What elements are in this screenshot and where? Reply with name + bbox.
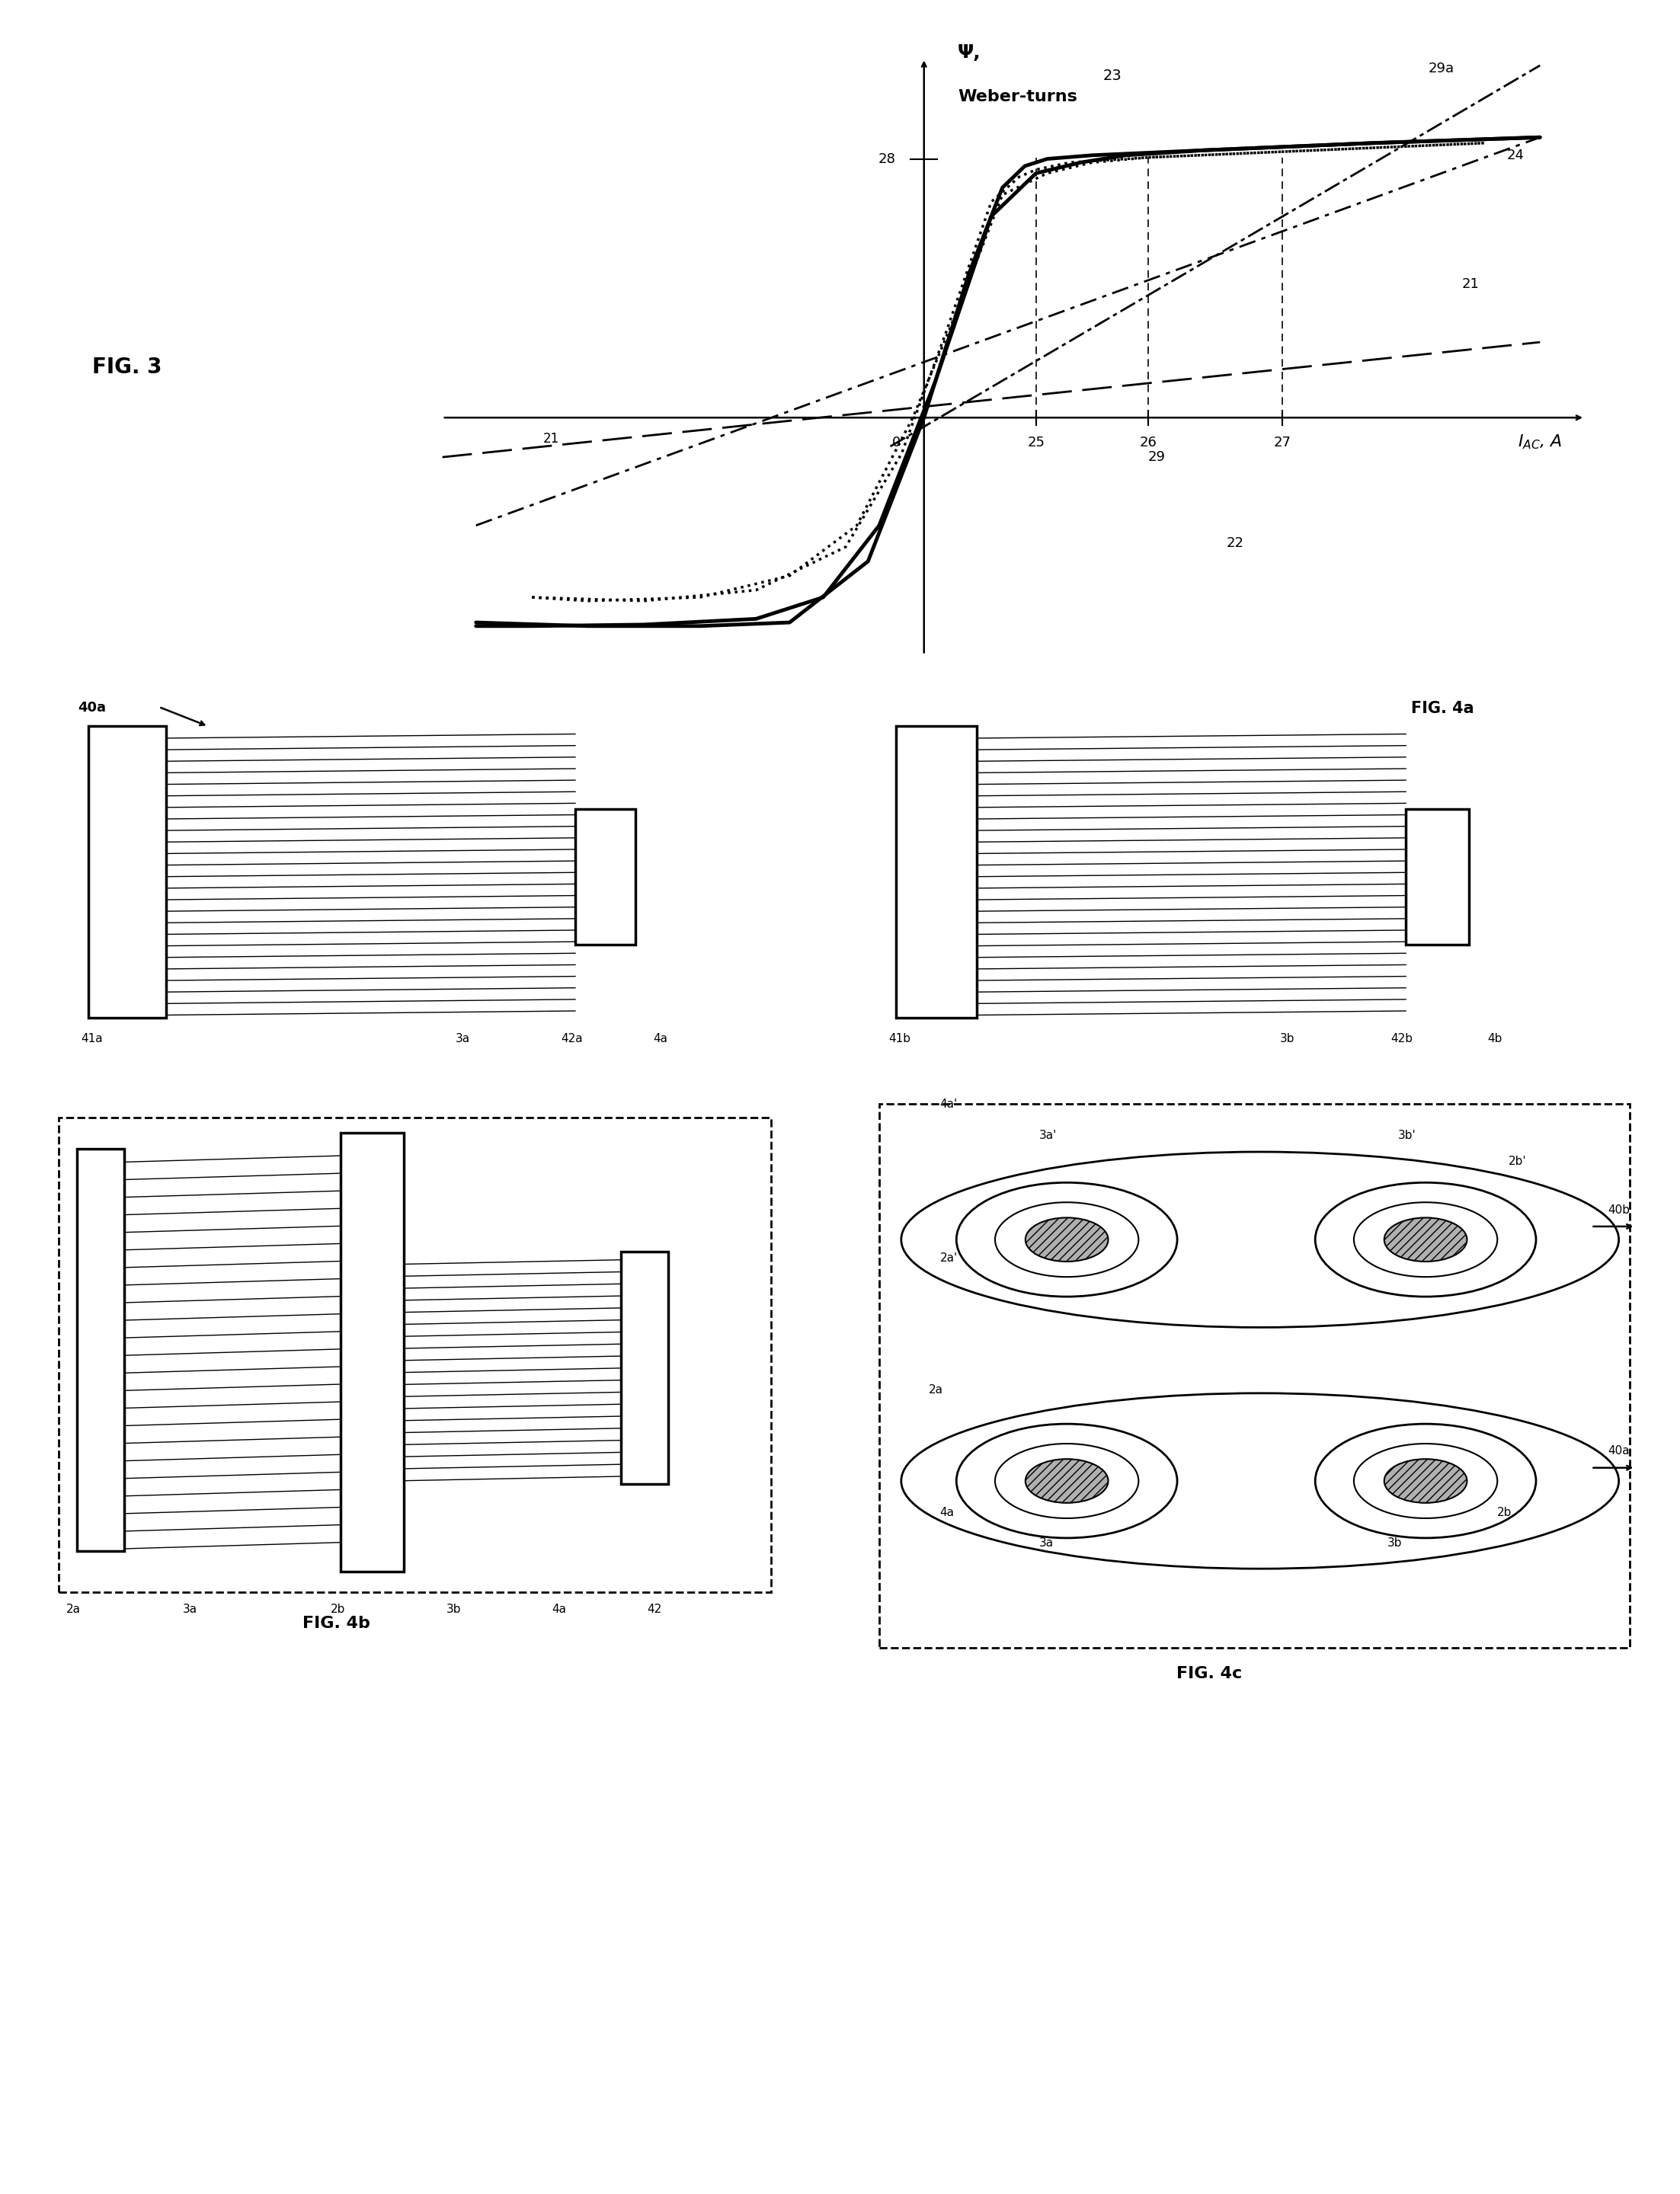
Text: 2b': 2b' [1509, 1156, 1527, 1167]
Text: 41a: 41a [81, 1033, 102, 1044]
Text: 42: 42 [647, 1604, 662, 1615]
Text: 2a: 2a [929, 1384, 942, 1395]
Ellipse shape [995, 1202, 1139, 1277]
Ellipse shape [1025, 1218, 1109, 1262]
Text: 3b: 3b [447, 1604, 462, 1615]
Text: 21: 21 [543, 432, 559, 445]
Text: FIG. 4c: FIG. 4c [1176, 1665, 1243, 1681]
Text: 2a: 2a [66, 1604, 81, 1615]
Bar [620, 1251, 669, 1483]
Text: 22: 22 [1226, 535, 1243, 551]
Text: 26: 26 [1139, 437, 1158, 450]
Text: $I_{AC}$, $A$: $I_{AC}$, $A$ [1517, 432, 1562, 450]
Ellipse shape [995, 1444, 1139, 1518]
Text: 3b: 3b [1280, 1033, 1295, 1044]
Ellipse shape [1315, 1183, 1536, 1297]
Text: Ψ,: Ψ, [958, 44, 981, 61]
Text: FIG. 4a: FIG. 4a [1411, 700, 1473, 715]
Text: 3b': 3b' [1398, 1130, 1416, 1141]
Text: 29: 29 [1147, 450, 1166, 463]
Ellipse shape [1025, 1459, 1109, 1503]
Bar [77, 1150, 124, 1551]
Text: FIG. 3: FIG. 3 [92, 355, 161, 377]
Bar [575, 810, 635, 946]
Text: 3a: 3a [455, 1033, 470, 1044]
Text: 41b: 41b [889, 1033, 911, 1044]
Ellipse shape [1315, 1424, 1536, 1538]
Ellipse shape [900, 1152, 1620, 1327]
Text: 42a: 42a [561, 1033, 583, 1044]
Text: FIG. 4b: FIG. 4b [302, 1615, 370, 1630]
Bar [895, 726, 978, 1018]
Text: 2b: 2b [331, 1604, 344, 1615]
Text: 40a: 40a [1608, 1446, 1630, 1457]
Ellipse shape [956, 1424, 1178, 1538]
Bar [341, 1132, 405, 1571]
Ellipse shape [1354, 1444, 1497, 1518]
Text: 27: 27 [1273, 437, 1292, 450]
Ellipse shape [956, 1183, 1178, 1297]
Text: 3a: 3a [1040, 1538, 1053, 1549]
Text: 4a: 4a [939, 1507, 954, 1518]
Ellipse shape [1354, 1202, 1497, 1277]
Text: 0: 0 [892, 437, 900, 450]
Text: 4a: 4a [553, 1604, 566, 1615]
Text: 42b: 42b [1391, 1033, 1413, 1044]
Text: 4a': 4a' [939, 1099, 958, 1110]
Text: 3b: 3b [1388, 1538, 1401, 1549]
Bar [89, 726, 166, 1018]
Text: 40b: 40b [1608, 1205, 1630, 1215]
Text: Weber-turns: Weber-turns [958, 90, 1077, 105]
Text: 25: 25 [1026, 437, 1045, 450]
Ellipse shape [1384, 1459, 1467, 1503]
Text: 4a: 4a [654, 1033, 667, 1044]
Text: 2a': 2a' [939, 1253, 958, 1264]
Text: 23: 23 [1104, 68, 1122, 83]
Text: 24: 24 [1507, 149, 1524, 162]
Text: 3a': 3a' [1040, 1130, 1057, 1141]
Ellipse shape [900, 1393, 1620, 1569]
Text: 2b: 2b [1497, 1507, 1512, 1518]
Ellipse shape [1384, 1218, 1467, 1262]
Bar [1406, 810, 1468, 946]
Text: 21: 21 [1462, 279, 1478, 292]
Text: 3a: 3a [183, 1604, 197, 1615]
Text: 29a: 29a [1428, 61, 1453, 75]
Text: 28: 28 [879, 151, 895, 167]
Text: 4b: 4b [1487, 1033, 1502, 1044]
Text: 40a: 40a [77, 702, 106, 715]
